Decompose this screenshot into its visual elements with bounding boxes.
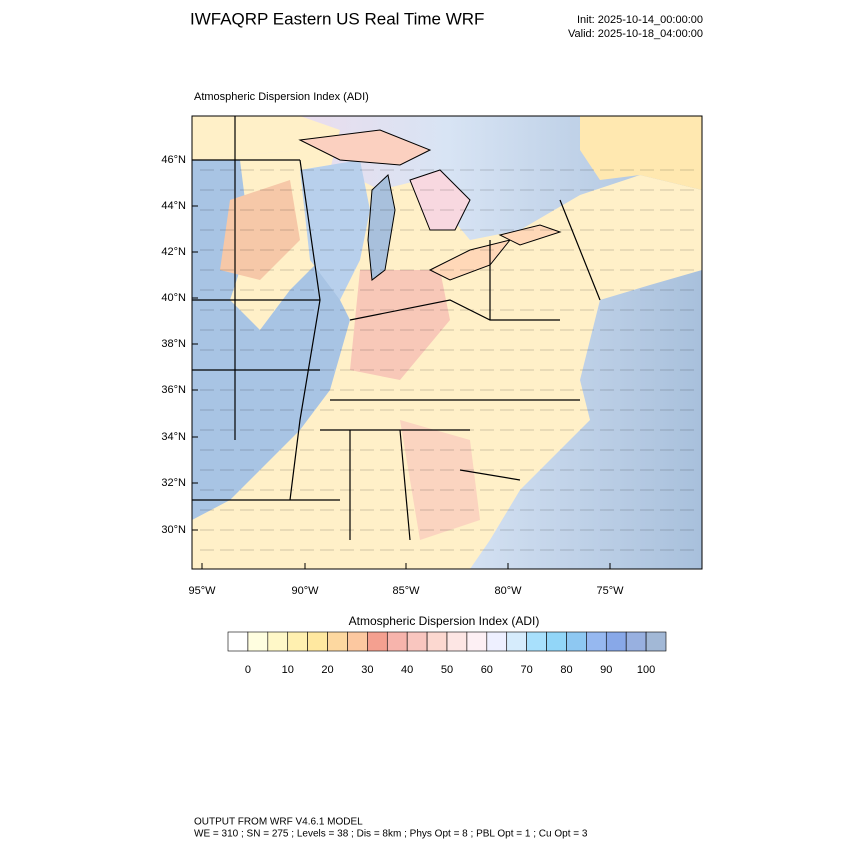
colorbar-box xyxy=(486,631,508,652)
map xyxy=(192,116,702,569)
lat-label: 36°N xyxy=(161,384,186,396)
lon-label: 90°W xyxy=(291,585,319,597)
colorbar-box xyxy=(227,631,249,652)
colorbar-box xyxy=(307,631,328,652)
lake-superior xyxy=(298,129,432,166)
colorbar: 0 10 20 30 40 50 60 70 80 90 100 xyxy=(227,631,667,676)
colorbar-box xyxy=(506,631,527,652)
colorbar-tick-label: 90 xyxy=(600,664,612,676)
lake-huron xyxy=(409,169,471,231)
colorbar-tick-label: 10 xyxy=(282,664,294,676)
colorbar-box xyxy=(426,631,448,652)
footer-line: WE = 310 ; SN = 275 ; Levels = 38 ; Dis … xyxy=(194,829,588,840)
colorbar-tick-label: 0 xyxy=(245,664,251,676)
colorbar-box xyxy=(466,631,488,652)
colorbar-box xyxy=(406,631,428,652)
lon-label: 85°W xyxy=(392,585,420,597)
colorbar-box xyxy=(247,631,269,652)
land-north xyxy=(192,116,340,170)
footer-line: OUTPUT FROM WRF V4.6.1 MODEL xyxy=(194,817,363,828)
lon-label: 75°W xyxy=(596,585,624,597)
lat-label: 42°N xyxy=(161,246,186,258)
lat-label: 46°N xyxy=(161,154,186,166)
colorbar-tick-label: 70 xyxy=(521,664,533,676)
lon-label: 95°W xyxy=(188,585,216,597)
lat-label: 30°N xyxy=(161,524,186,536)
lat-label: 32°N xyxy=(161,477,186,489)
lat-label: 34°N xyxy=(161,431,186,443)
lat-label: 40°N xyxy=(161,292,186,304)
colorbar-tick-label: 60 xyxy=(481,664,493,676)
colorbar-box xyxy=(586,631,607,652)
valid-time: Valid: 2025-10-18_04:00:00 xyxy=(568,28,703,40)
map-frame xyxy=(191,115,703,570)
colorbar-box xyxy=(645,631,667,652)
colorbar-box xyxy=(267,631,289,652)
colorbar-box xyxy=(386,631,408,652)
title: IWFAQRP Eastern US Real Time WRF xyxy=(190,9,484,28)
lat-label: 38°N xyxy=(161,338,186,350)
county-lines xyxy=(200,169,700,551)
colorbar-box xyxy=(566,631,587,652)
colorbar-tick-label: 20 xyxy=(321,664,333,676)
colorbar-box xyxy=(347,631,368,652)
lon-label: 80°W xyxy=(494,585,522,597)
land-ne xyxy=(580,116,702,190)
colorbar-title: Atmospheric Dispersion Index (ADI) xyxy=(349,614,540,628)
colorbar-tick-label: 80 xyxy=(560,664,572,676)
map-title: Atmospheric Dispersion Index (ADI) xyxy=(194,91,369,103)
colorbar-box xyxy=(625,631,647,652)
low-adi-ohio xyxy=(350,270,450,380)
colorbar-tick-label: 30 xyxy=(361,664,373,676)
lat-label: 44°N xyxy=(161,200,186,212)
colorbar-tick-label: 100 xyxy=(637,664,655,676)
colorbar-box xyxy=(526,631,547,652)
colorbar-tick-label: 50 xyxy=(441,664,453,676)
colorbar-box xyxy=(605,631,627,652)
high-adi-north xyxy=(300,160,370,300)
colorbar-box xyxy=(327,631,348,652)
colorbar-box xyxy=(287,631,308,652)
colorbar-box xyxy=(546,631,567,652)
colorbar-box xyxy=(367,631,388,652)
colorbar-box xyxy=(446,631,468,652)
colorbar-tick-label: 40 xyxy=(401,664,413,676)
init-time: Init: 2025-10-14_00:00:00 xyxy=(577,14,703,26)
